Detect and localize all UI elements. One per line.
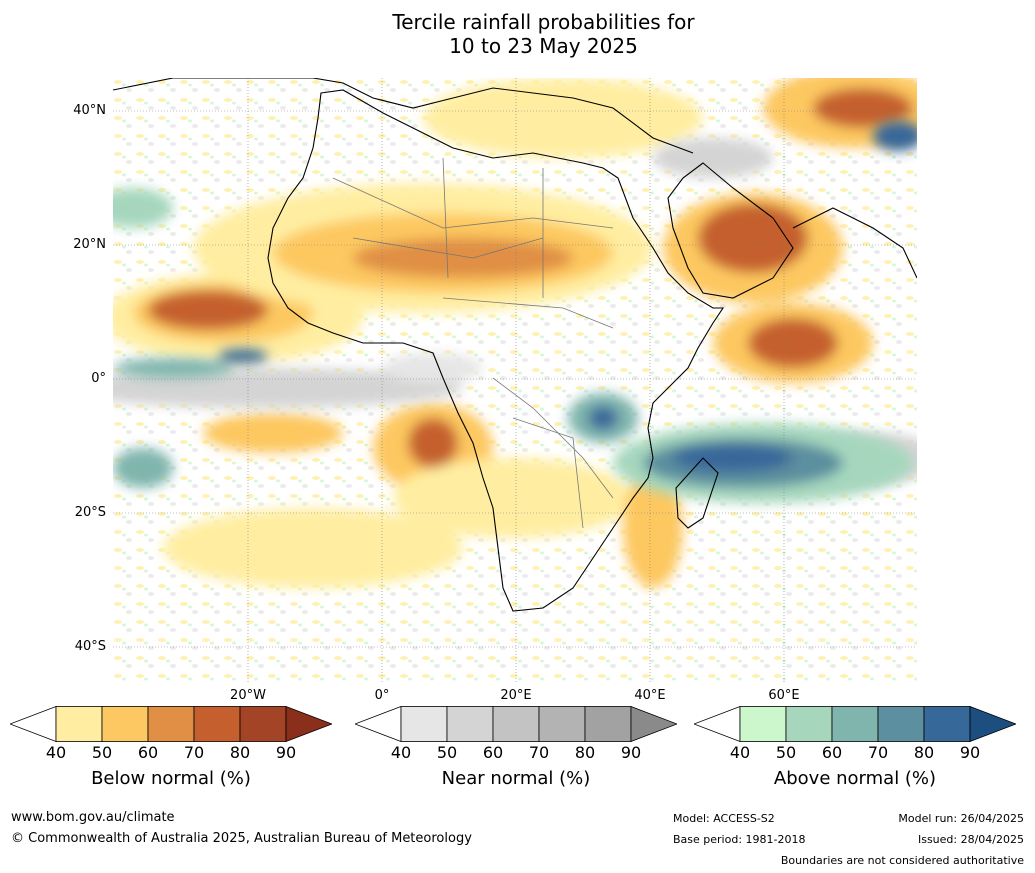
colorbar-near [355, 706, 677, 742]
near-bin-3 [492, 706, 540, 742]
below-bin-2 [101, 706, 149, 742]
near-over-triangle [630, 706, 677, 742]
near-bin-1 [400, 706, 448, 742]
colorbar-below-title: Below normal (%) [91, 768, 251, 789]
tick: 80 [574, 743, 596, 762]
near-bin-5 [584, 706, 632, 742]
tick: 90 [275, 743, 297, 762]
lon-label-40e: 40°E [634, 688, 666, 703]
model-label: Model: ACCESS-S2 [673, 812, 775, 825]
tick: 60 [482, 743, 504, 762]
above-bin-4 [877, 706, 925, 742]
lon-label-20e: 20°E [500, 688, 532, 703]
colorbar-below [10, 706, 332, 742]
tick: 50 [91, 743, 113, 762]
tick: 90 [620, 743, 642, 762]
near-bin-4 [538, 706, 586, 742]
tick: 50 [436, 743, 458, 762]
tick: 70 [528, 743, 550, 762]
tick: 90 [959, 743, 981, 762]
chart-title: Tercile rainfall probabilities for 10 to… [0, 10, 1035, 58]
colorbar-above-title: Above normal (%) [773, 768, 937, 789]
tick: 70 [183, 743, 205, 762]
probability-map [113, 78, 917, 682]
above-normal-field [113, 121, 917, 503]
above-under-triangle [694, 706, 741, 742]
lat-label-40n: 40°N [73, 103, 106, 118]
website-link[interactable]: www.bom.gov.au/climate [11, 810, 175, 825]
tick: 80 [913, 743, 935, 762]
base-period-label: Base period: 1981-2018 [673, 833, 806, 846]
model-run-label: Model run: 26/04/2025 [898, 812, 1024, 825]
lat-label-0: 0° [91, 371, 106, 386]
copyright-text: © Commonwealth of Australia 2025, Austra… [11, 831, 472, 846]
lon-label-20w: 20°W [230, 688, 266, 703]
above-over-triangle [969, 706, 1016, 742]
above-bin-1 [739, 706, 787, 742]
lon-label-60e: 60°E [768, 688, 800, 703]
colorbar-near-title: Near normal (%) [441, 768, 591, 789]
colorbar-above [694, 706, 1016, 742]
below-over-triangle [285, 706, 332, 742]
title-line-2: 10 to 23 May 2025 [449, 34, 638, 58]
map-svg [113, 78, 917, 682]
below-bin-5 [239, 706, 287, 742]
tick: 40 [45, 743, 67, 762]
tick: 40 [390, 743, 412, 762]
coastlines [113, 78, 917, 612]
below-under-triangle [10, 706, 57, 742]
disclaimer-text: Boundaries are not considered authoritat… [780, 854, 1024, 867]
issued-label: Issued: 28/04/2025 [917, 833, 1024, 846]
lat-label-20n: 20°N [73, 237, 106, 252]
tick: 50 [775, 743, 797, 762]
below-bin-3 [147, 706, 195, 742]
tick: 60 [821, 743, 843, 762]
lat-label-40s: 40°S [74, 639, 106, 654]
title-line-1: Tercile rainfall probabilities for [392, 10, 695, 34]
above-bin-2 [785, 706, 833, 742]
lon-label-0: 0° [374, 688, 390, 703]
tick: 40 [729, 743, 751, 762]
below-bin-4 [193, 706, 241, 742]
above-bin-5 [923, 706, 971, 742]
graticule [113, 78, 917, 682]
tick: 70 [867, 743, 889, 762]
near-under-triangle [355, 706, 402, 742]
lat-label-20s: 20°S [74, 505, 106, 520]
tick: 60 [137, 743, 159, 762]
below-bin-1 [55, 706, 103, 742]
near-bin-2 [446, 706, 494, 742]
above-bin-3 [831, 706, 879, 742]
tick: 80 [229, 743, 251, 762]
country-boundaries [332, 157, 614, 529]
